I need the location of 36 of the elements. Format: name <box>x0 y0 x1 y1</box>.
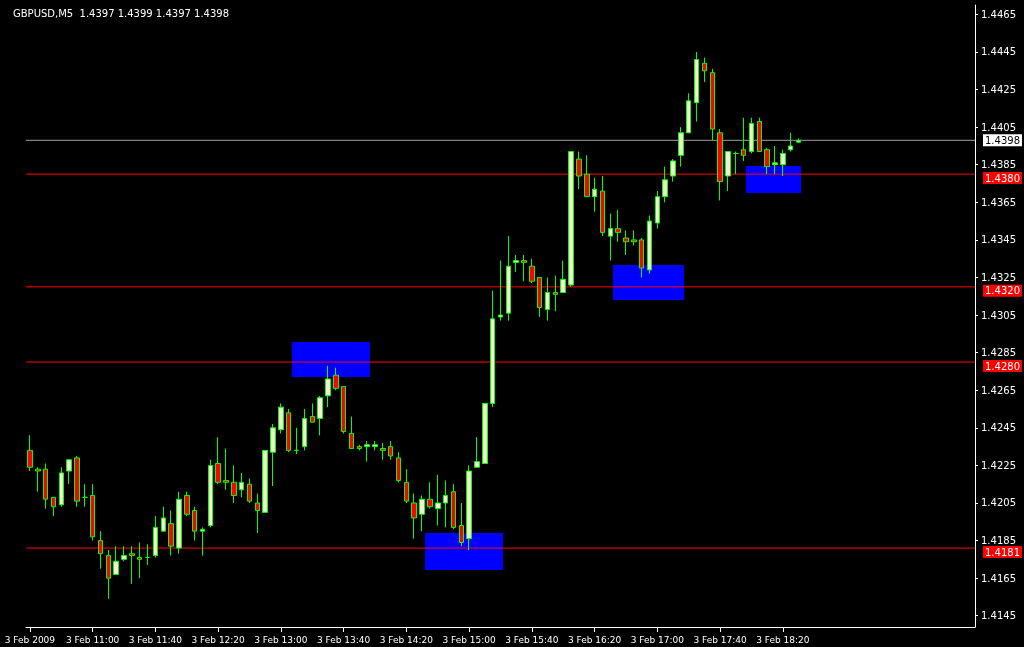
y-tick-label: 1.4265 <box>981 384 1016 396</box>
x-tick-label: 3 Feb 13:00 <box>254 634 308 645</box>
x-tick-label: 3 Feb 11:40 <box>128 634 183 645</box>
y-tick-label: 1.4385 <box>981 159 1016 171</box>
y-tick-label: 1.4165 <box>981 572 1016 584</box>
ref-line-label: 1.4398 <box>985 134 1020 146</box>
y-tick-label: 1.4205 <box>981 497 1016 509</box>
y-tick-label: 1.4225 <box>981 459 1016 471</box>
x-tick-label: 3 Feb 12:20 <box>191 634 246 645</box>
x-tick-label: 3 Feb 15:00 <box>442 634 497 645</box>
y-tick-label: 1.4425 <box>981 84 1016 96</box>
ref-line-label: 1.4320 <box>985 285 1020 297</box>
x-tick-label: 3 Feb 2009 <box>4 634 56 645</box>
x-tick-label: 3 Feb 13:40 <box>316 634 371 645</box>
x-tick-label: 3 Feb 15:40 <box>505 634 559 645</box>
x-tick-label: 3 Feb 16:20 <box>567 634 622 645</box>
y-tick-label: 1.4285 <box>981 347 1016 359</box>
ref-line-label: 1.4380 <box>985 172 1020 184</box>
y-tick-label: 1.4405 <box>981 121 1016 133</box>
y-tick-label: 1.4445 <box>981 46 1016 58</box>
x-tick-label: 3 Feb 11:00 <box>66 634 120 645</box>
chart-title: GBPUSD,M5 1.4397 1.4399 1.4397 1.4398 <box>13 7 230 19</box>
x-tick-label: 3 Feb 18:20 <box>756 634 810 645</box>
y-tick-label: 1.4325 <box>981 271 1016 283</box>
x-tick-label: 3 Feb 14:20 <box>379 634 434 645</box>
ref-line-label: 1.4181 <box>985 546 1020 558</box>
y-tick-label: 1.4465 <box>981 8 1016 20</box>
y-tick-label: 1.4365 <box>981 196 1016 208</box>
y-tick-label: 1.4305 <box>981 309 1016 321</box>
y-tick-label: 1.4145 <box>981 610 1016 622</box>
ref-line-label: 1.4280 <box>985 360 1020 372</box>
y-tick-label: 1.4185 <box>981 535 1016 547</box>
y-tick-label: 1.4245 <box>981 422 1016 434</box>
y-tick-label: 1.4345 <box>981 234 1016 246</box>
x-tick-label: 3 Feb 17:00 <box>630 634 685 645</box>
x-tick-label: 3 Feb 17:40 <box>693 634 748 645</box>
